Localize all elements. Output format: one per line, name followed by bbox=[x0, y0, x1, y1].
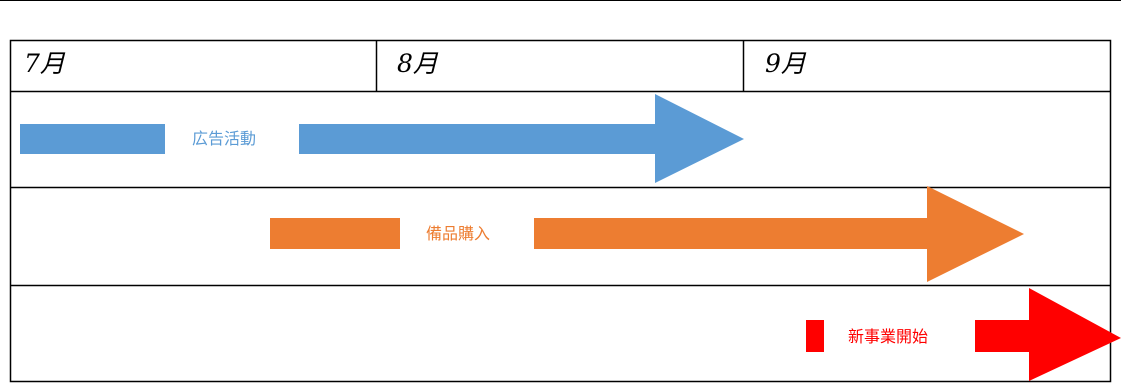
task-3-bar-segment bbox=[806, 320, 824, 352]
task-2-arrow bbox=[534, 186, 1024, 282]
task-2-bar-segment bbox=[270, 218, 400, 249]
month-label-sep: 9月 bbox=[765, 49, 806, 78]
task-1-label: 広告活動 bbox=[192, 129, 257, 148]
task-3-label: 新事業開始 bbox=[848, 327, 929, 346]
task-1-bar-segment bbox=[20, 124, 165, 154]
task-3-arrow bbox=[975, 288, 1121, 381]
task-2-label: 備品購入 bbox=[426, 224, 491, 243]
top-rule bbox=[0, 0, 1121, 1]
table-frame bbox=[9, 39, 1112, 383]
task-1-arrow bbox=[299, 94, 744, 183]
month-label-jul: 7月 bbox=[24, 49, 65, 78]
month-label-aug: 8月 bbox=[397, 49, 438, 78]
